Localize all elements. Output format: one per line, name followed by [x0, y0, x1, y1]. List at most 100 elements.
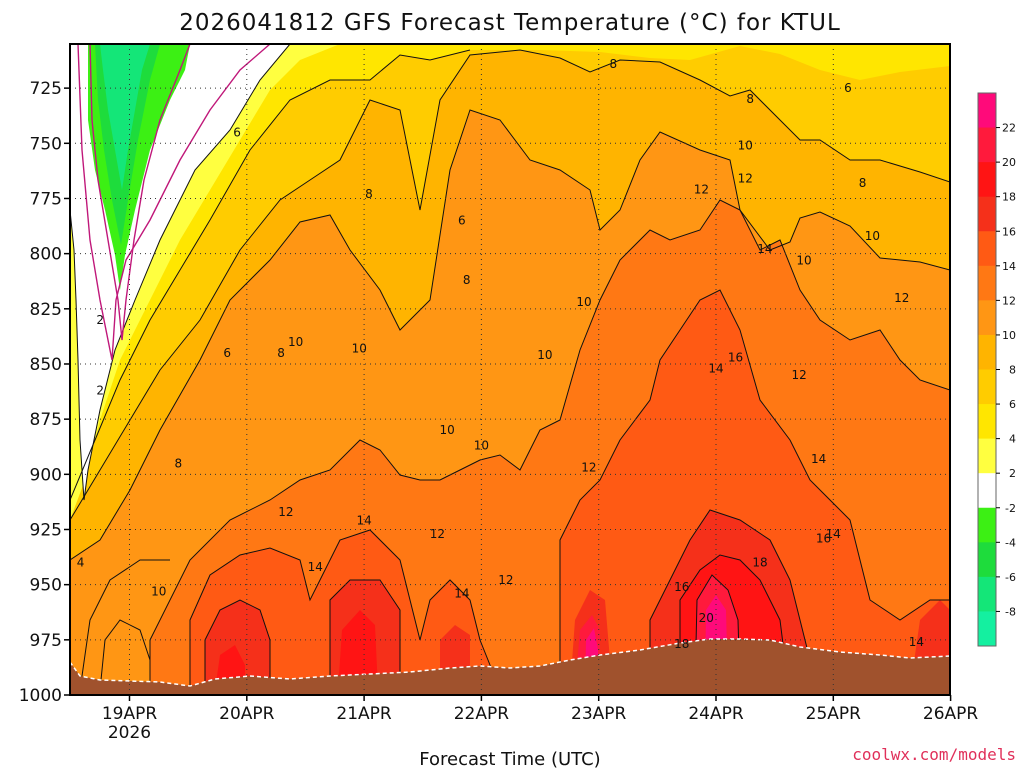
contour-label: 16 — [728, 350, 743, 364]
contour-label: 12 — [498, 573, 513, 587]
y-tick-label: 825 — [30, 300, 62, 320]
y-tick-label: 975 — [30, 631, 62, 651]
contour-label: 14 — [909, 635, 924, 649]
contour-label: 8 — [175, 456, 183, 470]
x-tick-year: 2026 — [108, 723, 151, 743]
x-tick-label: 25APR — [806, 704, 862, 724]
contour-label: 10 — [796, 253, 811, 267]
contour-label: 8 — [365, 187, 373, 201]
colorbar-label: 18 — [1002, 191, 1016, 204]
x-axis: 19APR 20APR 21APR 22APR 23APR 24APR 25APR 26APR… — [102, 695, 979, 743]
colorbar-swatch — [978, 127, 996, 163]
colorbar-swatch — [978, 265, 996, 301]
x-axis-title: Forecast Time (UTC) — [419, 749, 600, 768]
y-tick-label: 875 — [30, 410, 62, 430]
x-tick-label: 22APR — [454, 704, 510, 724]
colorbar: 22 20 18 16 14 12 10 8 6 4 2 -2 -4 -6 -8 — [977, 92, 1016, 647]
contour-label: 4 — [77, 556, 85, 570]
contour-label: 18 — [674, 637, 689, 651]
colorbar-swatch — [978, 93, 996, 129]
colorbar-label: 4 — [1009, 433, 1016, 446]
contour-label: 12 — [894, 291, 909, 305]
contour-label: 6 — [458, 214, 466, 228]
contour-label: 10 — [738, 139, 753, 153]
contour-label: 14 — [308, 560, 323, 574]
colorbar-label: 16 — [1002, 225, 1016, 238]
y-tick-label: 850 — [30, 355, 62, 375]
colorbar-label: 20 — [1002, 156, 1016, 169]
grid — [70, 44, 950, 695]
y-tick-label: 775 — [30, 189, 62, 209]
x-tick-label: 19APR — [102, 704, 158, 724]
colorbar-swatch — [978, 334, 996, 370]
chart-title: 2026041812 GFS Forecast Temperature (°C)… — [179, 10, 841, 36]
colorbar-label: 10 — [1002, 329, 1016, 342]
colorbar-swatch — [978, 542, 996, 578]
contour-label: 12 — [694, 183, 709, 197]
colorbar-swatch — [978, 473, 996, 509]
colorbar-label: -8 — [1005, 605, 1016, 618]
x-tick-label: 23APR — [571, 704, 627, 724]
y-tick-label: 800 — [30, 245, 62, 265]
contour-label: 10 — [151, 584, 166, 598]
colorbar-swatch — [978, 438, 996, 474]
colorbar-label: 22 — [1002, 122, 1016, 135]
contour-label: 16 — [816, 531, 831, 545]
band-6-8 — [70, 44, 950, 520]
contour-label: 8 — [277, 346, 285, 360]
surface-line — [70, 638, 950, 687]
colorbar-swatch — [978, 404, 996, 440]
colorbar-label: 12 — [1002, 294, 1016, 307]
y-tick-label: 725 — [30, 79, 62, 99]
contour-label: 16 — [674, 580, 689, 594]
contour-label: 12 — [581, 461, 596, 475]
y-tick-label: 750 — [30, 134, 62, 154]
colorbar-label: 2 — [1009, 467, 1016, 480]
colorbar-label: 6 — [1009, 398, 1016, 411]
band-minus8-minus6 — [100, 44, 150, 190]
contour-label: 10 — [352, 342, 367, 356]
contour-label: 12 — [738, 172, 753, 186]
contour-label: 12 — [278, 505, 293, 519]
colorbar-swatch — [978, 576, 996, 612]
contour-label: 10 — [474, 439, 489, 453]
y-tick-label: 1000 — [19, 686, 62, 706]
colorbar-swatch — [978, 162, 996, 198]
contour-label: 2 — [96, 313, 104, 327]
contour-label: 6 — [223, 346, 231, 360]
contour-label: 20 — [699, 611, 714, 625]
contour-label: 8 — [859, 176, 867, 190]
y-axis: 725 750 775 800 825 850 875 900 925 950 975 1000 — [19, 79, 70, 706]
contour-label: 14 — [811, 452, 826, 466]
band-18-20 — [215, 555, 785, 690]
contour-label: 6 — [233, 125, 241, 139]
contour-label: 8 — [746, 92, 754, 106]
terrain — [70, 639, 950, 695]
colorbar-swatch — [978, 611, 996, 647]
contour-label: 6 — [844, 81, 852, 95]
y-tick-label: 950 — [30, 576, 62, 596]
colorbar-swatch — [978, 231, 996, 267]
contour-label: 8 — [610, 57, 618, 71]
y-tick-label: 900 — [30, 465, 62, 485]
colorbar-label: -2 — [1005, 502, 1016, 515]
contour-label: 10 — [288, 335, 303, 349]
contour-label: 18 — [752, 556, 767, 570]
x-tick-label: 24APR — [688, 704, 744, 724]
credit-text: coolwx.com/models — [852, 745, 1016, 764]
colorbar-label: -6 — [1005, 571, 1016, 584]
contour-label: 10 — [865, 229, 880, 243]
contour-label: 8 — [463, 273, 471, 287]
y-tick-label: 925 — [30, 520, 62, 540]
contour-label: 14 — [454, 586, 469, 600]
x-tick-label: 26APR — [923, 704, 979, 724]
contour-label: 2 — [96, 383, 104, 397]
colorbar-label: 14 — [1002, 260, 1016, 273]
colorbar-label: -4 — [1005, 536, 1016, 549]
x-tick-label: 21APR — [336, 704, 392, 724]
contour-label: 10 — [537, 348, 552, 362]
colorbar-label: 8 — [1009, 364, 1016, 377]
